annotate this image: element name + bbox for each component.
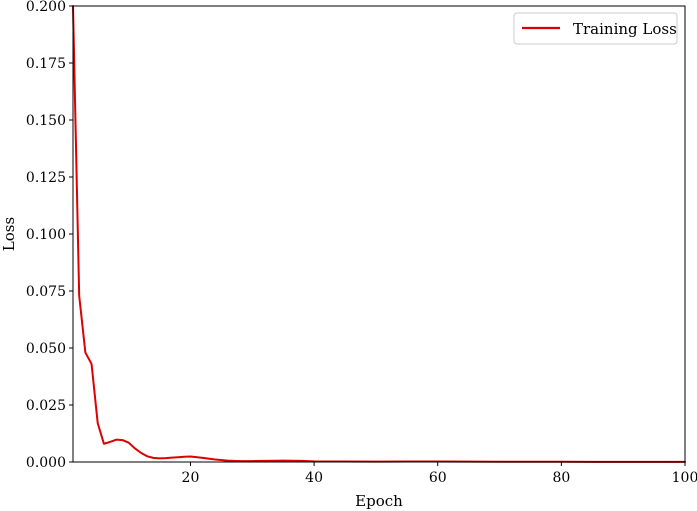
y-tick-label: 0.150 xyxy=(26,113,66,129)
x-axis: 20 40 60 80 100 xyxy=(182,462,697,486)
x-axis-title: Epoch xyxy=(355,492,403,510)
y-tick-label: 0.125 xyxy=(26,170,66,186)
y-tick-label: 0.025 xyxy=(26,398,66,414)
axes-frame xyxy=(72,5,686,463)
y-tick-label: 0.075 xyxy=(26,284,66,300)
x-tick-label: 20 xyxy=(182,470,200,486)
legend-box xyxy=(513,12,678,45)
y-tick-label: 0.200 xyxy=(26,0,66,15)
plot-area xyxy=(72,5,686,463)
x-tick-label: 80 xyxy=(552,470,570,486)
y-axis: 0.000 0.025 0.050 0.075 0.100 0.125 0.150 0.175… xyxy=(26,0,73,471)
y-axis-title: Loss xyxy=(0,217,18,251)
x-tick-label: 40 xyxy=(305,470,323,486)
y-tick-label: 0.175 xyxy=(26,56,66,72)
y-tick-label: 0.000 xyxy=(26,455,66,471)
y-tick-label: 0.100 xyxy=(26,227,66,243)
y-tick-label: 0.050 xyxy=(26,341,66,357)
x-tick-label: 100 xyxy=(672,470,697,486)
x-tick-label: 60 xyxy=(429,470,447,486)
legend-label: Training Loss xyxy=(573,20,677,38)
legend: Training Loss xyxy=(513,12,678,45)
series-line-0 xyxy=(72,5,686,463)
